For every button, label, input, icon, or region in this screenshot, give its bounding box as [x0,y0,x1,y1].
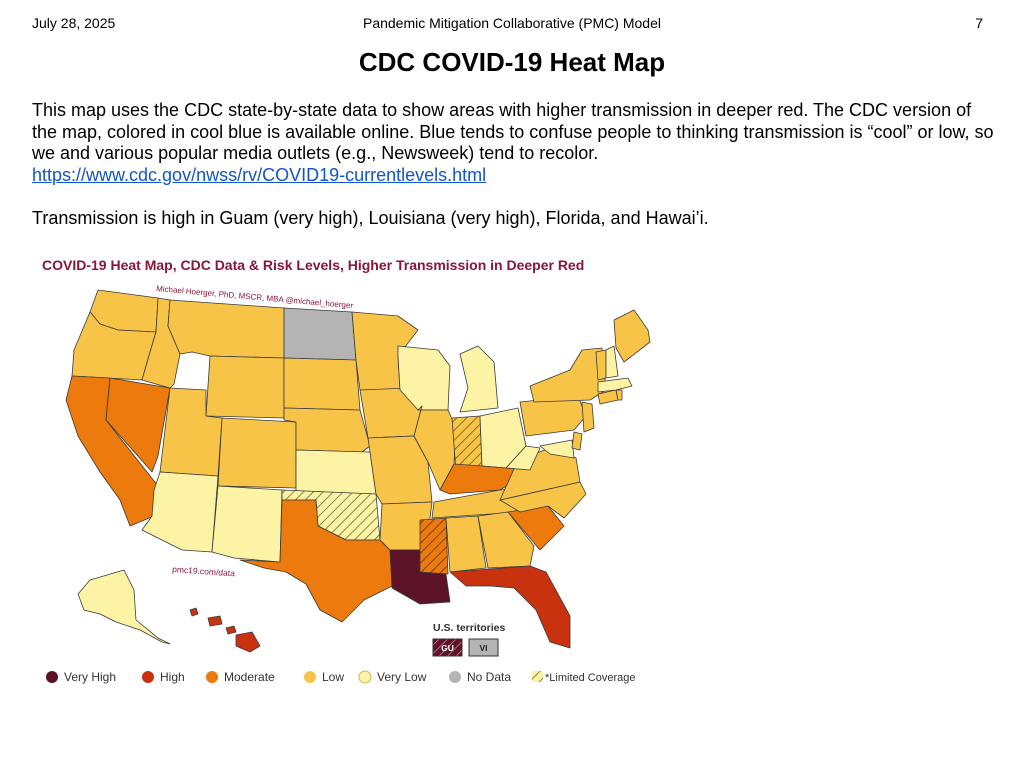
header-doc-title: Pandemic Mitigation Collaborative (PMC) … [362,15,661,31]
state-ak [77,569,171,645]
state-mi [459,345,499,413]
state-mt [167,299,285,359]
state-al [445,515,487,573]
state-ga [477,511,535,569]
legend-label-moderate: Moderate [224,670,275,684]
state-ri [615,389,623,401]
state-nd [283,307,357,361]
state-nj [581,401,595,433]
state-nh [605,345,619,379]
state-vt [595,349,607,381]
state-ne [283,407,371,453]
cdc-link[interactable]: https://www.cdc.gov/nwss/rv/COVID19-curr… [32,164,487,185]
state-in [451,415,483,473]
state-de [571,431,583,451]
state-co [217,417,297,489]
territory-box-gu [432,638,463,657]
heat-map-figure: COVID-19 Heat Map, CDC Data & Risk Level… [30,250,670,695]
state-ms [419,517,449,575]
state-nv [105,377,171,473]
intro-text: This map uses the CDC state-by-state dat… [32,100,994,163]
legend-label-no-data: No Data [467,670,511,684]
legend-label-high: High [160,670,185,684]
state-hi [207,615,223,627]
header-page-number: 7 [975,15,983,31]
figure-title: COVID-19 Heat Map, CDC Data & Risk Level… [42,257,584,273]
limited-coverage-icon [532,671,543,682]
state-ny [529,347,607,403]
legend-swatch-moderate [206,671,218,683]
legend-label-limited-coverage: *Limited Coverage [545,672,636,684]
state-me [613,309,651,363]
state-ma [597,377,633,393]
state-ks [295,449,377,495]
state-hi [189,607,199,617]
state-fl [449,565,571,649]
legend-swatch-very-low [358,670,372,684]
state-hi [235,631,261,653]
state-hi [225,625,237,635]
page-title: CDC COVID-19 Heat Map [358,47,666,77]
state-pa [519,395,587,437]
legend-swatch-high [142,671,154,683]
legend-swatch-no-data [449,671,461,683]
state-wy [205,355,285,419]
legend-swatch-low [304,671,316,683]
legend-swatch-very-high [46,671,58,683]
state-wv [505,445,541,471]
state-tx [239,499,393,623]
state-sd [283,357,361,411]
state-md [539,439,575,459]
figure-watermark: pmc19.com/data [172,564,236,578]
territory-box-vi [468,638,499,657]
state-nm [211,485,283,563]
intro-paragraph: This map uses the CDC state-by-state dat… [32,100,994,186]
legend-label-very-low: Very Low [377,670,427,684]
summary-text: Transmission is high in Guam (very high)… [32,208,709,228]
territory-label-gu: GU [441,643,454,653]
territories-label: U.S. territories [433,622,506,634]
heat-map-svg: COVID-19 Heat Map, CDC Data & Risk Level… [42,257,651,684]
territory-label-vi: VI [479,643,487,653]
legend-label-very-high: Very High [64,670,116,684]
legend-label-low: Low [322,670,344,684]
header-date: July 28, 2025 [32,15,116,31]
state-az [141,471,219,553]
